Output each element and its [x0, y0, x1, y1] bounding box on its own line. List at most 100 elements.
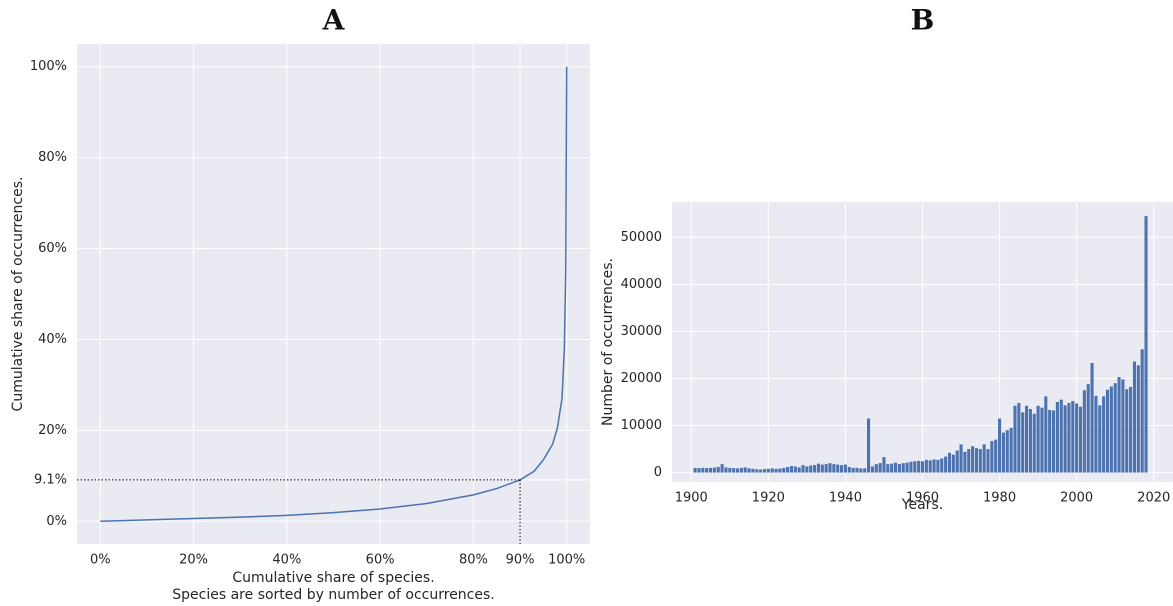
bar	[978, 449, 982, 473]
bar	[874, 464, 878, 473]
bar	[1021, 412, 1025, 473]
bar	[735, 468, 740, 473]
bar	[1098, 405, 1102, 473]
bar	[1082, 390, 1086, 473]
bar	[963, 451, 967, 473]
bar	[766, 468, 770, 473]
bar	[805, 466, 809, 473]
bar	[755, 469, 759, 473]
x-tick-label: 60%	[366, 553, 395, 568]
bar	[1125, 389, 1129, 473]
x-tick-label: 1900	[675, 491, 708, 506]
x-axis-label: Cumulative share of species.	[232, 570, 434, 586]
x-tick-label: 90%	[506, 553, 535, 568]
y-tick-label: 40000	[621, 277, 662, 292]
bar	[712, 467, 716, 473]
bar	[728, 467, 732, 473]
bar	[951, 454, 955, 473]
bar	[762, 469, 767, 473]
bar	[786, 466, 790, 473]
bar	[693, 467, 697, 473]
bar	[1102, 396, 1106, 473]
bar	[1025, 405, 1029, 473]
bar	[901, 463, 905, 473]
x-tick-label: 1980	[983, 491, 1016, 506]
y-tick-label: 10000	[621, 418, 662, 433]
bar	[859, 468, 863, 473]
bar	[1144, 216, 1148, 473]
bar	[824, 464, 828, 473]
bar	[770, 468, 774, 473]
y-tick-label: 60%	[38, 241, 67, 256]
y-axis-label: Cumulative share of occurrences.	[10, 177, 26, 412]
bar	[1067, 402, 1071, 473]
y-axis-label: Number of occurrences.	[600, 258, 616, 426]
bar	[1048, 410, 1052, 473]
bar	[1051, 410, 1056, 473]
y-tick-label: 50000	[621, 230, 662, 245]
x-tick-label: 80%	[459, 553, 488, 568]
bar	[1129, 386, 1133, 473]
line-series	[100, 66, 568, 523]
bar	[847, 466, 851, 473]
bar	[1005, 430, 1009, 473]
bar	[720, 464, 724, 473]
bar	[944, 456, 948, 473]
bar	[893, 462, 898, 473]
bar	[816, 463, 820, 473]
bar	[1113, 383, 1117, 473]
x-tick-label: 0%	[90, 553, 111, 568]
x-tick-label: 2020	[1137, 491, 1170, 506]
bar	[1117, 377, 1121, 473]
bar	[820, 464, 824, 473]
bar	[793, 466, 797, 473]
bar	[697, 468, 701, 473]
bar	[928, 460, 932, 473]
bar	[1105, 389, 1110, 473]
x-tick-label: 1960	[906, 491, 939, 506]
bar	[982, 444, 986, 473]
bar	[813, 465, 817, 473]
bar	[924, 459, 928, 473]
bar	[797, 467, 801, 473]
plot-background	[77, 44, 590, 544]
bar	[828, 463, 832, 473]
chart-title: B	[911, 4, 935, 37]
bar	[959, 444, 963, 473]
bar	[994, 439, 998, 473]
bar	[882, 457, 886, 473]
bar	[743, 467, 747, 473]
y-tick-label: 0	[654, 465, 662, 480]
chart-title: A	[322, 4, 346, 37]
bar	[1063, 405, 1067, 473]
bar	[1075, 403, 1079, 473]
bar	[1013, 405, 1017, 473]
x-tick-label: 20%	[179, 553, 208, 568]
bar	[851, 467, 855, 473]
x-tick-label: 40%	[272, 553, 301, 568]
bar	[1140, 349, 1144, 473]
bar	[809, 465, 813, 473]
bar	[947, 452, 952, 473]
y-tick-label: 9.1%	[34, 472, 67, 487]
bar	[1094, 395, 1098, 473]
x-axis-label: Species are sorted by number of occurren…	[172, 587, 494, 603]
bar	[1132, 361, 1137, 473]
bar	[739, 467, 743, 473]
bar	[1136, 365, 1140, 473]
bar	[701, 467, 705, 473]
bar	[1017, 402, 1021, 473]
bar	[932, 459, 936, 473]
x-tick-label: 1920	[752, 491, 785, 506]
bar	[708, 467, 713, 473]
bar	[971, 446, 975, 473]
bar	[1009, 427, 1013, 473]
y-tick-label: 80%	[38, 150, 67, 165]
x-tick-label: 1940	[829, 491, 862, 506]
bar	[1044, 396, 1048, 473]
bar	[998, 418, 1002, 473]
bar	[1036, 405, 1040, 473]
bar	[1071, 401, 1075, 473]
bar	[974, 448, 978, 473]
